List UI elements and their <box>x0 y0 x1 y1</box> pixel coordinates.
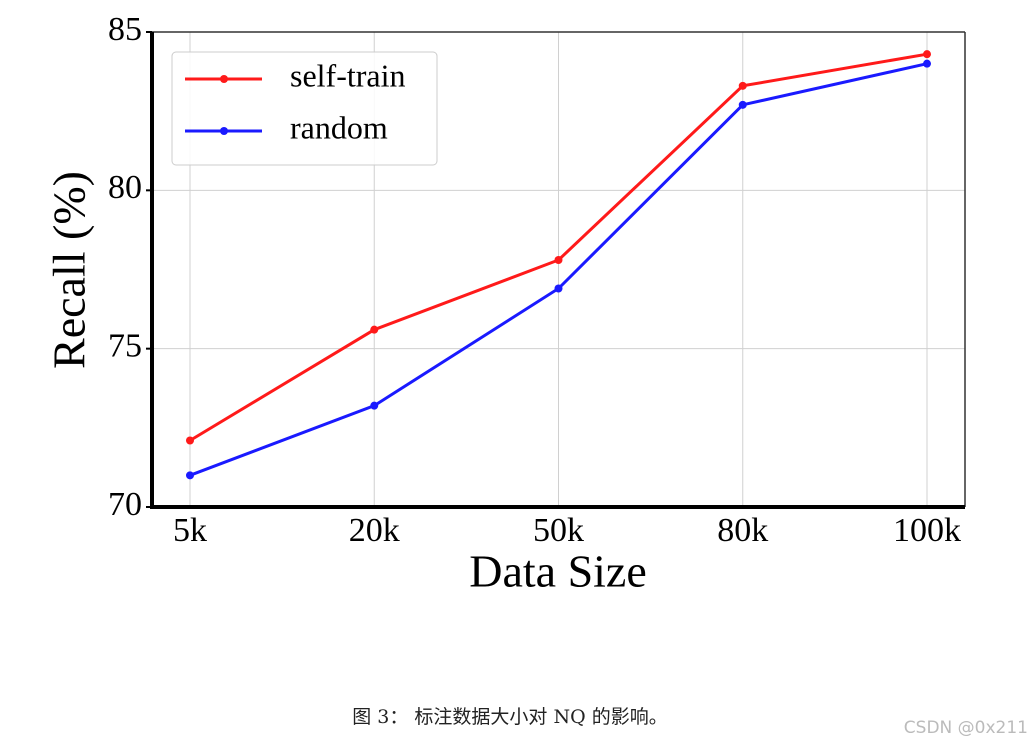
x-tick-label: 5k <box>173 512 207 549</box>
point <box>923 59 931 68</box>
point <box>370 401 379 410</box>
caption: 图 3： 标注数据大小对 NQ 的影响。 <box>352 706 667 728</box>
point <box>554 256 563 264</box>
point <box>186 436 194 445</box>
y-tick-label: 85 <box>108 11 142 48</box>
x-tick-label: 80k <box>717 512 768 549</box>
point <box>370 325 379 334</box>
legend-text: random <box>290 109 388 145</box>
y-tick-label: 80 <box>108 169 142 206</box>
x-tick-label: 50k <box>533 512 584 549</box>
legend-marker <box>220 75 228 83</box>
x-tick-label: 20k <box>349 512 400 549</box>
x-tick-label: 100k <box>893 512 961 549</box>
legend-marker <box>220 127 228 135</box>
watermark: CSDN @0x211 <box>904 718 1028 738</box>
y-tick-label: 75 <box>108 327 142 364</box>
y-axis-label: Recall (%) <box>44 171 95 369</box>
legend-text: self-train <box>290 57 406 93</box>
point <box>186 471 194 480</box>
point <box>923 50 931 59</box>
x-axis-label: Data Size <box>469 546 647 597</box>
point <box>738 81 747 90</box>
point <box>738 100 747 109</box>
y-tick-label: 70 <box>108 486 142 523</box>
point <box>554 284 563 293</box>
